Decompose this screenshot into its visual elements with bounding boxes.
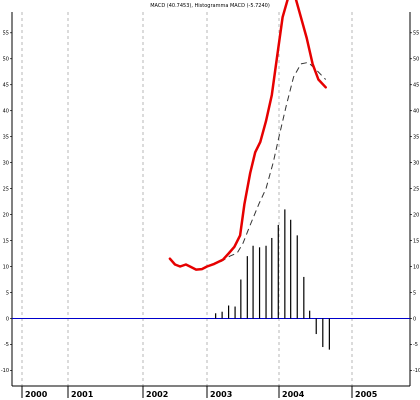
x-tick-label: 2005 [355, 390, 378, 399]
x-tick-label: 2000 [25, 390, 48, 399]
signal-line [210, 61, 327, 266]
y-tick-label: 55 [3, 31, 9, 37]
y-tick-label: 5 [6, 290, 9, 296]
y-tick-label: 30 [413, 160, 419, 166]
y-tick-label: 45 [413, 83, 419, 89]
y-tick-label: 40 [413, 108, 419, 114]
y-tick-label: 40 [3, 108, 9, 114]
y-tick-label: -5 [4, 342, 9, 348]
y-tick-label: -10 [413, 368, 420, 374]
y-tick-label: 50 [413, 57, 419, 63]
y-tick-label: 55 [413, 31, 419, 37]
y-tick-label: 15 [3, 238, 9, 244]
y-tick-label: 35 [413, 134, 419, 140]
x-tick-label: 2003 [210, 390, 232, 399]
y-axis-right: -10 -5 0 5 10 15 20 25 30 35 40 45 50 55 [410, 31, 420, 374]
y-tick-label: 10 [413, 264, 419, 270]
y-tick-label: 25 [413, 186, 419, 192]
y-tick-label: 5 [413, 290, 416, 296]
y-tick-label: 20 [413, 212, 419, 218]
y-tick-label: 50 [3, 57, 9, 63]
vertical-gridlines [21, 12, 353, 398]
y-tick-label: 35 [3, 134, 9, 140]
x-axis-labels: 2000 2001 2002 2003 2004 2005 [21, 386, 378, 399]
y-tick-label: 15 [413, 238, 419, 244]
x-tick-label: 2001 [71, 390, 94, 399]
y-tick-label: -5 [413, 342, 418, 348]
y-axis-left: -10 -5 0 5 10 15 20 25 30 35 40 45 50 55 [1, 31, 12, 374]
macd-line [168, 0, 327, 271]
y-tick-label: 45 [3, 83, 9, 89]
y-tick-label: -10 [1, 368, 9, 374]
y-tick-label: 0 [6, 316, 9, 322]
chart-title: MACD (40.7453), Histogramma MACD (-5.724… [150, 3, 270, 9]
x-tick-label: 2002 [146, 390, 168, 399]
y-tick-label: 30 [3, 160, 9, 166]
histogram-series [215, 209, 330, 350]
y-tick-label: 0 [413, 316, 416, 322]
x-tick-label: 2004 [282, 390, 305, 399]
y-tick-label: 10 [3, 264, 9, 270]
y-tick-label: 25 [3, 186, 9, 192]
y-tick-label: 20 [3, 212, 9, 218]
